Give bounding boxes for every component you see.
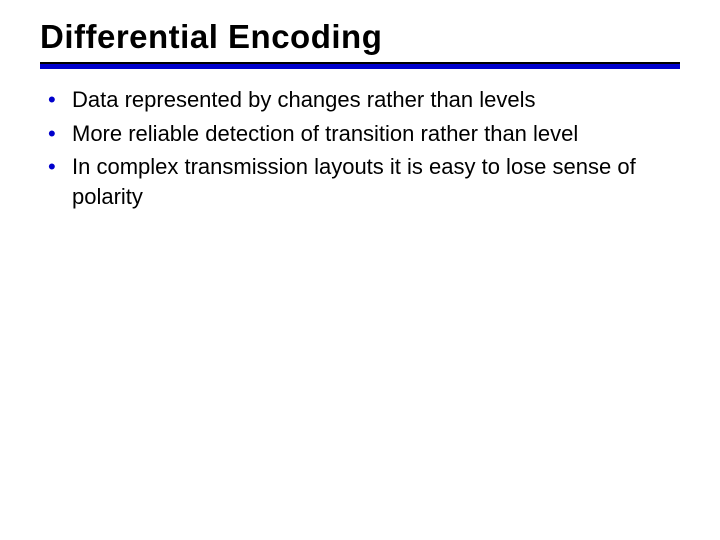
divider-blue: [40, 64, 680, 69]
list-item: More reliable detection of transition ra…: [46, 119, 680, 149]
list-item: In complex transmission layouts it is ea…: [46, 152, 680, 211]
slide: Differential Encoding Data represented b…: [0, 0, 720, 540]
list-item: Data represented by changes rather than …: [46, 85, 680, 115]
bullet-list: Data represented by changes rather than …: [40, 85, 680, 212]
slide-title: Differential Encoding: [40, 18, 680, 58]
